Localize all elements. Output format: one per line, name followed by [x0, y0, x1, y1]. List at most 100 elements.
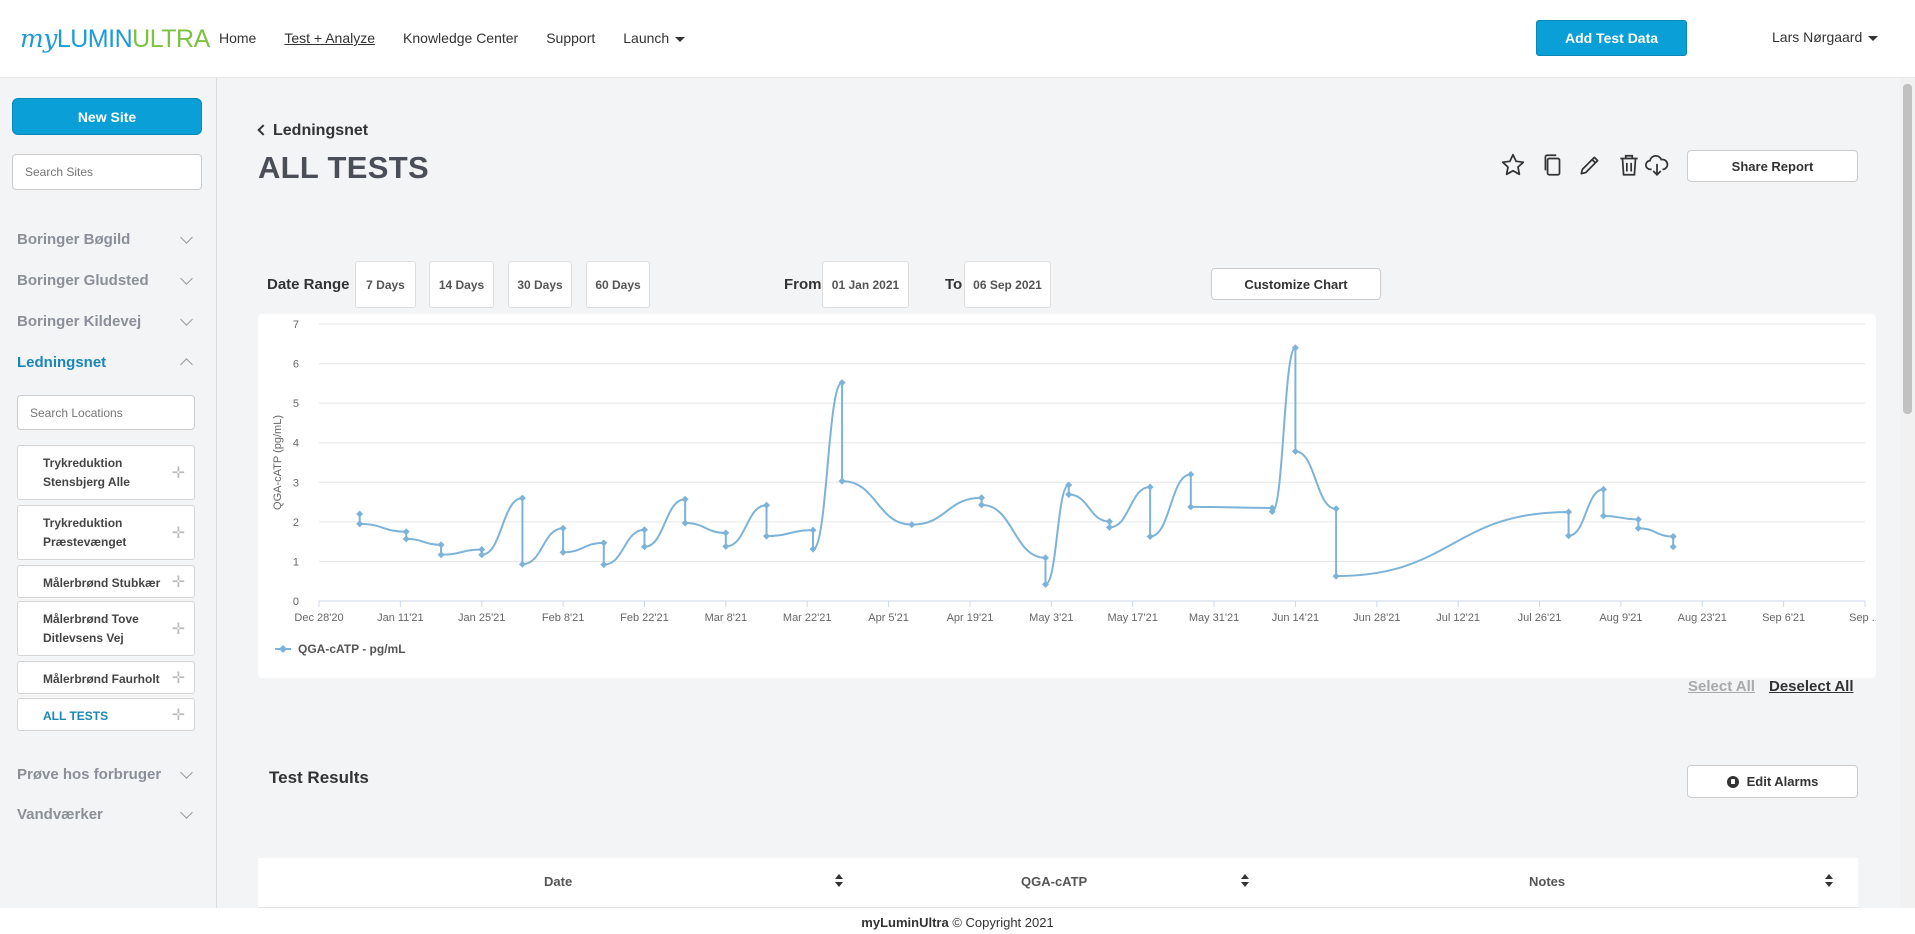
data-point[interactable] [437, 551, 445, 559]
nav-knowledge-center[interactable]: Knowledge Center [403, 30, 519, 46]
data-point[interactable] [1332, 572, 1340, 580]
data-point[interactable] [1599, 485, 1607, 493]
sort-icon[interactable] [1825, 874, 1833, 888]
range-7-days-button[interactable]: 7 Days [355, 261, 416, 308]
data-point[interactable] [1634, 515, 1642, 523]
data-point[interactable] [518, 494, 526, 502]
site-group-boringer-bogild[interactable]: Boringer Bøgild [17, 231, 197, 248]
drag-handle-icon[interactable]: ✛ [171, 706, 185, 724]
data-point[interactable] [1268, 504, 1276, 512]
data-point[interactable] [1291, 344, 1299, 352]
data-point[interactable] [600, 539, 608, 547]
search-locations-input[interactable] [17, 395, 195, 430]
data-point[interactable] [1042, 580, 1050, 588]
drag-handle-icon[interactable]: ✛ [171, 669, 185, 687]
data-point[interactable] [1669, 543, 1677, 551]
drag-handle-icon[interactable]: ✛ [171, 620, 185, 638]
nav-test-analyze[interactable]: Test + Analyze [284, 30, 376, 46]
data-point[interactable] [1187, 503, 1195, 511]
data-point[interactable] [722, 529, 730, 537]
data-point[interactable] [640, 543, 648, 551]
data-point[interactable] [1599, 512, 1607, 520]
drag-handle-icon[interactable]: ✛ [171, 464, 185, 482]
site-group-ledningsnet[interactable]: Ledningsnet [17, 354, 197, 371]
customize-chart-button[interactable]: Customize Chart [1211, 268, 1381, 300]
data-point[interactable] [1268, 508, 1276, 516]
range-14-days-button[interactable]: 14 Days [429, 261, 494, 308]
data-point[interactable] [1065, 481, 1073, 489]
page-scrollbar[interactable] [1900, 78, 1915, 908]
column-header-notes[interactable]: Notes [1529, 874, 1566, 889]
data-point[interactable] [559, 548, 567, 556]
sort-icon[interactable] [1241, 874, 1249, 888]
nav-support[interactable]: Support [546, 30, 596, 46]
line-chart[interactable]: 0 1 2 3 4 5 6 7 Dec 28'20 Jan 11'21 Jan 25'21 Feb … [258, 314, 1876, 678]
column-header-qga-catp[interactable]: QGA-cATP [1021, 874, 1088, 889]
data-point[interactable] [478, 546, 486, 554]
data-point[interactable] [763, 501, 771, 509]
drag-handle-icon[interactable]: ✛ [171, 524, 185, 542]
data-point[interactable] [1565, 532, 1573, 540]
new-site-button[interactable]: New Site [12, 98, 202, 135]
data-point[interactable] [722, 542, 730, 550]
legend[interactable]: QGA-cATP - pg/mL [275, 642, 406, 656]
scrollbar-thumb[interactable] [1903, 84, 1912, 414]
data-point[interactable] [1105, 517, 1113, 525]
site-group-boringer-kildevej[interactable]: Boringer Kildevej [17, 313, 197, 330]
edit-alarms-button[interactable]: Edit Alarms [1687, 765, 1858, 798]
select-all-link[interactable]: Select All [1688, 678, 1755, 695]
nav-launch[interactable]: Launch [623, 30, 686, 46]
back-link[interactable]: Ledningsnet [257, 122, 368, 140]
data-point[interactable] [1105, 523, 1113, 531]
location-item-all-tests[interactable]: ALL TESTS ✛ [17, 698, 195, 731]
data-point[interactable] [978, 494, 986, 502]
data-point[interactable] [1565, 508, 1573, 516]
copy-icon[interactable] [1540, 152, 1566, 178]
pencil-icon[interactable] [1577, 152, 1603, 178]
site-group-boringer-gludsted[interactable]: Boringer Gludsted [17, 272, 197, 289]
data-point[interactable] [809, 526, 817, 534]
data-point[interactable] [1146, 483, 1154, 491]
location-item[interactable]: Målerbrønd Faurholt ✛ [17, 661, 195, 694]
location-item[interactable]: Trykreduktion Stensbjerg Alle ✛ [17, 445, 195, 500]
data-point[interactable] [1634, 524, 1642, 532]
data-point[interactable] [402, 528, 410, 536]
data-point[interactable] [838, 477, 846, 485]
location-item[interactable]: Målerbrønd Stubkær ✛ [17, 565, 195, 598]
data-point[interactable] [809, 545, 817, 553]
data-point[interactable] [1187, 470, 1195, 478]
add-test-data-button[interactable]: Add Test Data [1536, 20, 1687, 56]
data-point[interactable] [908, 521, 916, 529]
range-30-days-button[interactable]: 30 Days [508, 261, 572, 308]
data-point[interactable] [681, 519, 689, 527]
data-point[interactable] [838, 379, 846, 387]
deselect-all-link[interactable]: Deselect All [1769, 678, 1854, 695]
data-point[interactable] [478, 551, 486, 559]
data-point[interactable] [1332, 505, 1340, 513]
data-point[interactable] [1291, 447, 1299, 455]
range-60-days-button[interactable]: 60 Days [586, 261, 650, 308]
data-point[interactable] [640, 526, 648, 534]
star-icon[interactable] [1500, 152, 1526, 178]
user-menu[interactable]: Lars Nørgaard [1772, 29, 1879, 45]
data-point[interactable] [1146, 532, 1154, 540]
data-point[interactable] [559, 524, 567, 532]
data-point[interactable] [437, 541, 445, 549]
location-item[interactable]: Målerbrønd Tove Ditlevsens Vej ✛ [17, 601, 195, 656]
data-point[interactable] [356, 510, 364, 518]
site-group-vandvaerker[interactable]: Vandværker [17, 806, 197, 823]
data-point[interactable] [763, 532, 771, 540]
data-point[interactable] [356, 520, 364, 528]
from-date-field[interactable]: 01 Jan 2021 [822, 261, 909, 308]
data-point[interactable] [681, 495, 689, 503]
share-report-button[interactable]: Share Report [1687, 150, 1858, 182]
drag-handle-icon[interactable]: ✛ [171, 573, 185, 591]
data-point[interactable] [1065, 491, 1073, 499]
column-header-date[interactable]: Date [544, 874, 573, 889]
data-point[interactable] [600, 561, 608, 569]
logo[interactable]: myLUMINULTRA [20, 24, 210, 54]
cloud-download-icon[interactable] [1644, 152, 1670, 178]
to-date-field[interactable]: 06 Sep 2021 [964, 261, 1051, 308]
sort-icon[interactable] [835, 874, 843, 888]
data-point[interactable] [1669, 532, 1677, 540]
